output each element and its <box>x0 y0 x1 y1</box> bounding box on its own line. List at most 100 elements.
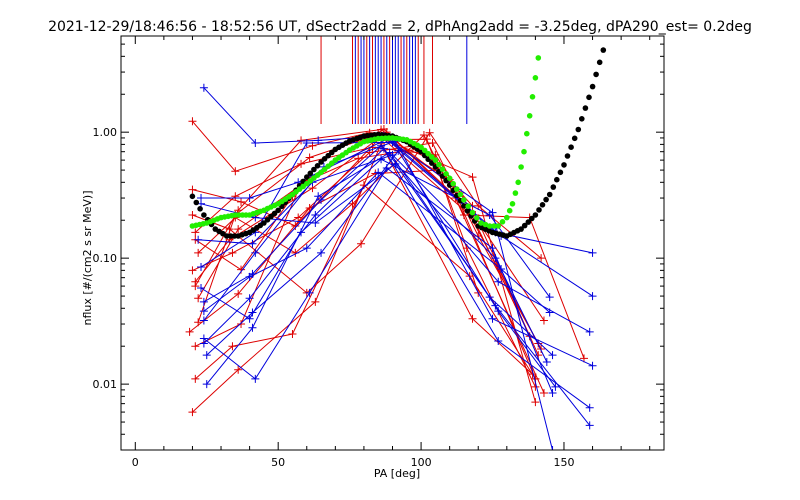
data-point-marker <box>494 307 503 316</box>
fit-dot-black <box>550 184 557 190</box>
fit-dot-green <box>532 75 539 81</box>
data-point-marker <box>197 263 206 272</box>
data-point-marker <box>191 342 200 351</box>
data-point-marker <box>305 153 314 162</box>
data-point-marker <box>539 389 548 398</box>
data-point-marker <box>199 334 208 343</box>
fit-dot-black <box>461 203 467 209</box>
fit-dot-green <box>439 166 446 172</box>
data-point-marker <box>194 235 203 244</box>
data-point-marker <box>494 277 503 286</box>
series-line-blue <box>203 147 590 409</box>
data-point-marker <box>485 211 494 220</box>
data-point-marker <box>234 365 243 374</box>
data-point-marker <box>494 336 503 345</box>
data-point-marker <box>237 320 246 329</box>
data-point-marker <box>191 277 200 286</box>
data-point-marker <box>288 329 297 338</box>
fit-dot-green <box>486 223 493 229</box>
fit-dot-black <box>275 207 282 214</box>
data-point-marker <box>191 228 200 237</box>
fit-dot-green <box>478 220 484 226</box>
fit-dot-black <box>223 233 230 239</box>
chart-title: 2021-12-29/18:46:56 - 18:52:56 UT, dSect… <box>48 19 752 35</box>
data-point-marker <box>311 219 320 228</box>
fit-dot-green <box>429 154 435 160</box>
fit-dot-black <box>314 163 321 169</box>
fit-dot-black <box>518 226 524 232</box>
fit-dot-black <box>543 196 549 203</box>
fit-dot-green <box>418 144 424 150</box>
data-point-marker <box>497 265 506 274</box>
data-point-marker <box>188 408 197 417</box>
data-point-marker <box>188 211 197 220</box>
data-point-marker <box>234 289 243 298</box>
fit-dot-green <box>425 150 432 157</box>
fit-dot-green <box>469 209 476 216</box>
fit-dot-black <box>568 144 574 150</box>
data-point-marker <box>251 139 260 148</box>
data-point-marker <box>365 148 374 157</box>
fit-dot-green <box>529 94 536 100</box>
fit-dot-black <box>546 191 553 198</box>
fit-dot-green <box>518 164 524 170</box>
y-tick-label: 0.10 <box>93 252 118 265</box>
data-point-marker <box>468 173 477 182</box>
fit-dot-black <box>536 207 542 213</box>
fit-dot-green <box>432 157 439 163</box>
series-line-blue <box>203 167 553 394</box>
series-line-red <box>197 134 585 359</box>
series-line-red <box>192 142 533 413</box>
fit-dot-black <box>596 59 603 66</box>
data-point-marker <box>202 380 211 389</box>
fit-dot-green <box>443 171 449 177</box>
data-point-marker <box>291 221 300 230</box>
fit-dot-black <box>589 83 596 90</box>
data-point-marker <box>588 292 597 301</box>
data-point-marker <box>231 167 240 176</box>
fit-dot-black <box>593 71 599 78</box>
data-point-marker <box>422 135 431 144</box>
data-point-marker <box>188 117 197 126</box>
fit-dot-green <box>512 190 519 196</box>
data-point-marker <box>245 314 254 323</box>
fit-dot-black <box>564 153 571 159</box>
data-point-marker <box>425 128 434 137</box>
fit-dot-green <box>465 203 472 209</box>
data-point-marker <box>197 283 206 292</box>
fit-dot-black <box>579 116 585 122</box>
x-tick-label: 100 <box>411 456 432 469</box>
fit-dot-green <box>421 147 428 154</box>
fit-dot-green <box>446 175 453 182</box>
y-tick-label: 1.00 <box>93 126 118 139</box>
data-point-marker <box>199 307 208 316</box>
series-line-blue <box>206 150 556 388</box>
data-point-marker <box>579 354 588 363</box>
fit-dot-green <box>535 55 542 61</box>
data-point-marker <box>302 244 311 253</box>
data-point-marker <box>531 398 540 407</box>
data-point-marker <box>548 351 557 360</box>
fit-dot-green <box>499 219 506 225</box>
series-line-red <box>192 136 536 380</box>
fit-dot-black <box>201 212 207 218</box>
data-point-marker <box>225 225 234 234</box>
series-line-red <box>195 138 536 388</box>
data-point-marker <box>548 446 557 450</box>
fit-dot-black <box>261 220 267 226</box>
data-point-marker <box>228 248 237 257</box>
x-tick-label: 0 <box>132 456 139 469</box>
data-point-marker <box>585 327 594 336</box>
series-line-blue <box>206 151 591 426</box>
data-point-marker <box>588 248 597 257</box>
data-point-marker <box>188 266 197 275</box>
data-point-marker <box>297 228 306 237</box>
data-point-marker <box>305 288 314 297</box>
series-line-blue <box>203 140 593 367</box>
series-line-blue <box>203 145 590 333</box>
fit-dot-black <box>464 208 471 214</box>
fit-dot-black <box>532 212 539 218</box>
data-point-marker <box>488 244 497 253</box>
axes: 0 50 100 150 0.01 0.10 1.00 <box>93 35 665 469</box>
